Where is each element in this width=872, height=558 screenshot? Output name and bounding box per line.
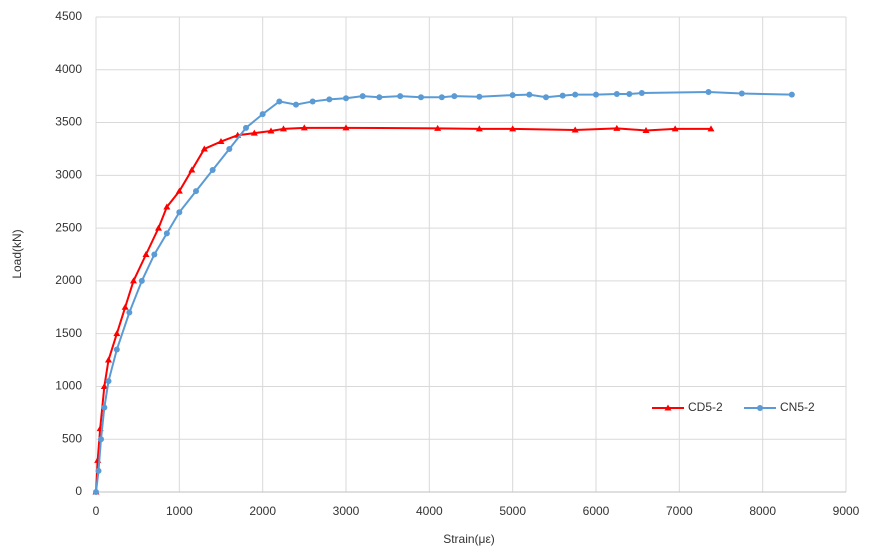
x-tick-label: 1000 bbox=[166, 504, 193, 518]
x-tick-label: 5000 bbox=[499, 504, 526, 518]
marker bbox=[559, 92, 566, 99]
x-axis-label: Strain(με) bbox=[443, 532, 495, 546]
marker bbox=[121, 303, 129, 310]
marker bbox=[626, 91, 633, 98]
marker bbox=[397, 93, 404, 100]
marker bbox=[163, 230, 170, 237]
marker bbox=[126, 309, 133, 316]
x-tick-label: 4000 bbox=[416, 504, 443, 518]
marker bbox=[738, 90, 745, 97]
marker bbox=[326, 96, 333, 103]
marker bbox=[142, 251, 150, 257]
marker bbox=[113, 330, 121, 337]
marker bbox=[200, 145, 208, 152]
marker bbox=[188, 166, 196, 173]
y-tick-label: 4000 bbox=[55, 62, 82, 76]
marker bbox=[259, 111, 266, 118]
marker bbox=[100, 382, 108, 389]
marker bbox=[434, 124, 442, 131]
y-tick-label: 2000 bbox=[55, 273, 82, 287]
marker bbox=[217, 138, 225, 145]
marker bbox=[226, 145, 233, 152]
y-tick-label: 1000 bbox=[55, 379, 82, 393]
marker bbox=[105, 356, 112, 363]
marker bbox=[151, 251, 158, 258]
marker bbox=[475, 125, 483, 132]
marker bbox=[130, 277, 137, 284]
x-tick-label: 3000 bbox=[333, 504, 360, 518]
x-tick-label: 9000 bbox=[833, 504, 860, 518]
marker bbox=[476, 93, 483, 100]
marker bbox=[309, 98, 316, 105]
marker bbox=[193, 188, 199, 195]
marker bbox=[105, 378, 112, 385]
y-tick-label: 500 bbox=[62, 431, 82, 445]
y-tick-label: 3500 bbox=[55, 115, 82, 129]
marker bbox=[280, 125, 287, 132]
marker bbox=[95, 467, 102, 474]
marker bbox=[276, 98, 283, 105]
marker bbox=[300, 124, 308, 131]
marker bbox=[267, 127, 275, 134]
x-tick-label: 0 bbox=[93, 504, 100, 518]
marker bbox=[113, 346, 120, 353]
marker bbox=[155, 224, 162, 231]
marker bbox=[571, 126, 579, 133]
marker bbox=[250, 129, 258, 136]
marker bbox=[101, 404, 108, 411]
x-tick-label: 8000 bbox=[749, 504, 776, 518]
marker bbox=[613, 124, 621, 131]
marker bbox=[707, 125, 715, 132]
marker bbox=[175, 187, 183, 194]
marker bbox=[509, 92, 516, 99]
marker bbox=[788, 91, 795, 98]
marker bbox=[418, 94, 424, 101]
y-axis-label: Load(kN) bbox=[10, 229, 24, 278]
marker bbox=[98, 436, 104, 443]
marker bbox=[642, 126, 650, 133]
x-tick-label: 6000 bbox=[583, 504, 610, 518]
marker bbox=[438, 94, 445, 101]
marker bbox=[526, 91, 533, 98]
marker bbox=[138, 277, 145, 284]
y-tick-label: 0 bbox=[75, 484, 82, 498]
marker bbox=[671, 125, 679, 132]
legend-label: CD5-2 bbox=[688, 400, 723, 414]
marker bbox=[638, 90, 645, 96]
marker bbox=[293, 101, 299, 108]
marker bbox=[593, 91, 599, 98]
y-tick-label: 1500 bbox=[55, 326, 82, 340]
marker bbox=[705, 88, 712, 95]
legend-marker bbox=[664, 404, 672, 411]
marker bbox=[359, 93, 366, 100]
legend-marker bbox=[757, 405, 763, 411]
marker bbox=[93, 489, 99, 495]
marker bbox=[451, 93, 458, 100]
legend-label: CN5-2 bbox=[780, 400, 815, 414]
x-tick-label: 7000 bbox=[666, 504, 693, 518]
marker bbox=[243, 124, 249, 131]
y-tick-label: 2500 bbox=[55, 220, 82, 234]
x-tick-label: 2000 bbox=[249, 504, 276, 518]
line bbox=[95, 90, 792, 493]
marker bbox=[176, 209, 183, 216]
marker bbox=[376, 94, 383, 101]
y-tick-label: 4500 bbox=[55, 9, 82, 23]
marker bbox=[343, 95, 349, 102]
marker bbox=[163, 203, 171, 210]
line bbox=[95, 126, 711, 493]
marker bbox=[209, 167, 216, 174]
marker bbox=[572, 91, 579, 98]
marker bbox=[543, 94, 549, 101]
marker bbox=[509, 125, 517, 132]
marker bbox=[342, 124, 350, 131]
y-tick-label: 3000 bbox=[55, 168, 82, 182]
marker bbox=[613, 91, 620, 98]
